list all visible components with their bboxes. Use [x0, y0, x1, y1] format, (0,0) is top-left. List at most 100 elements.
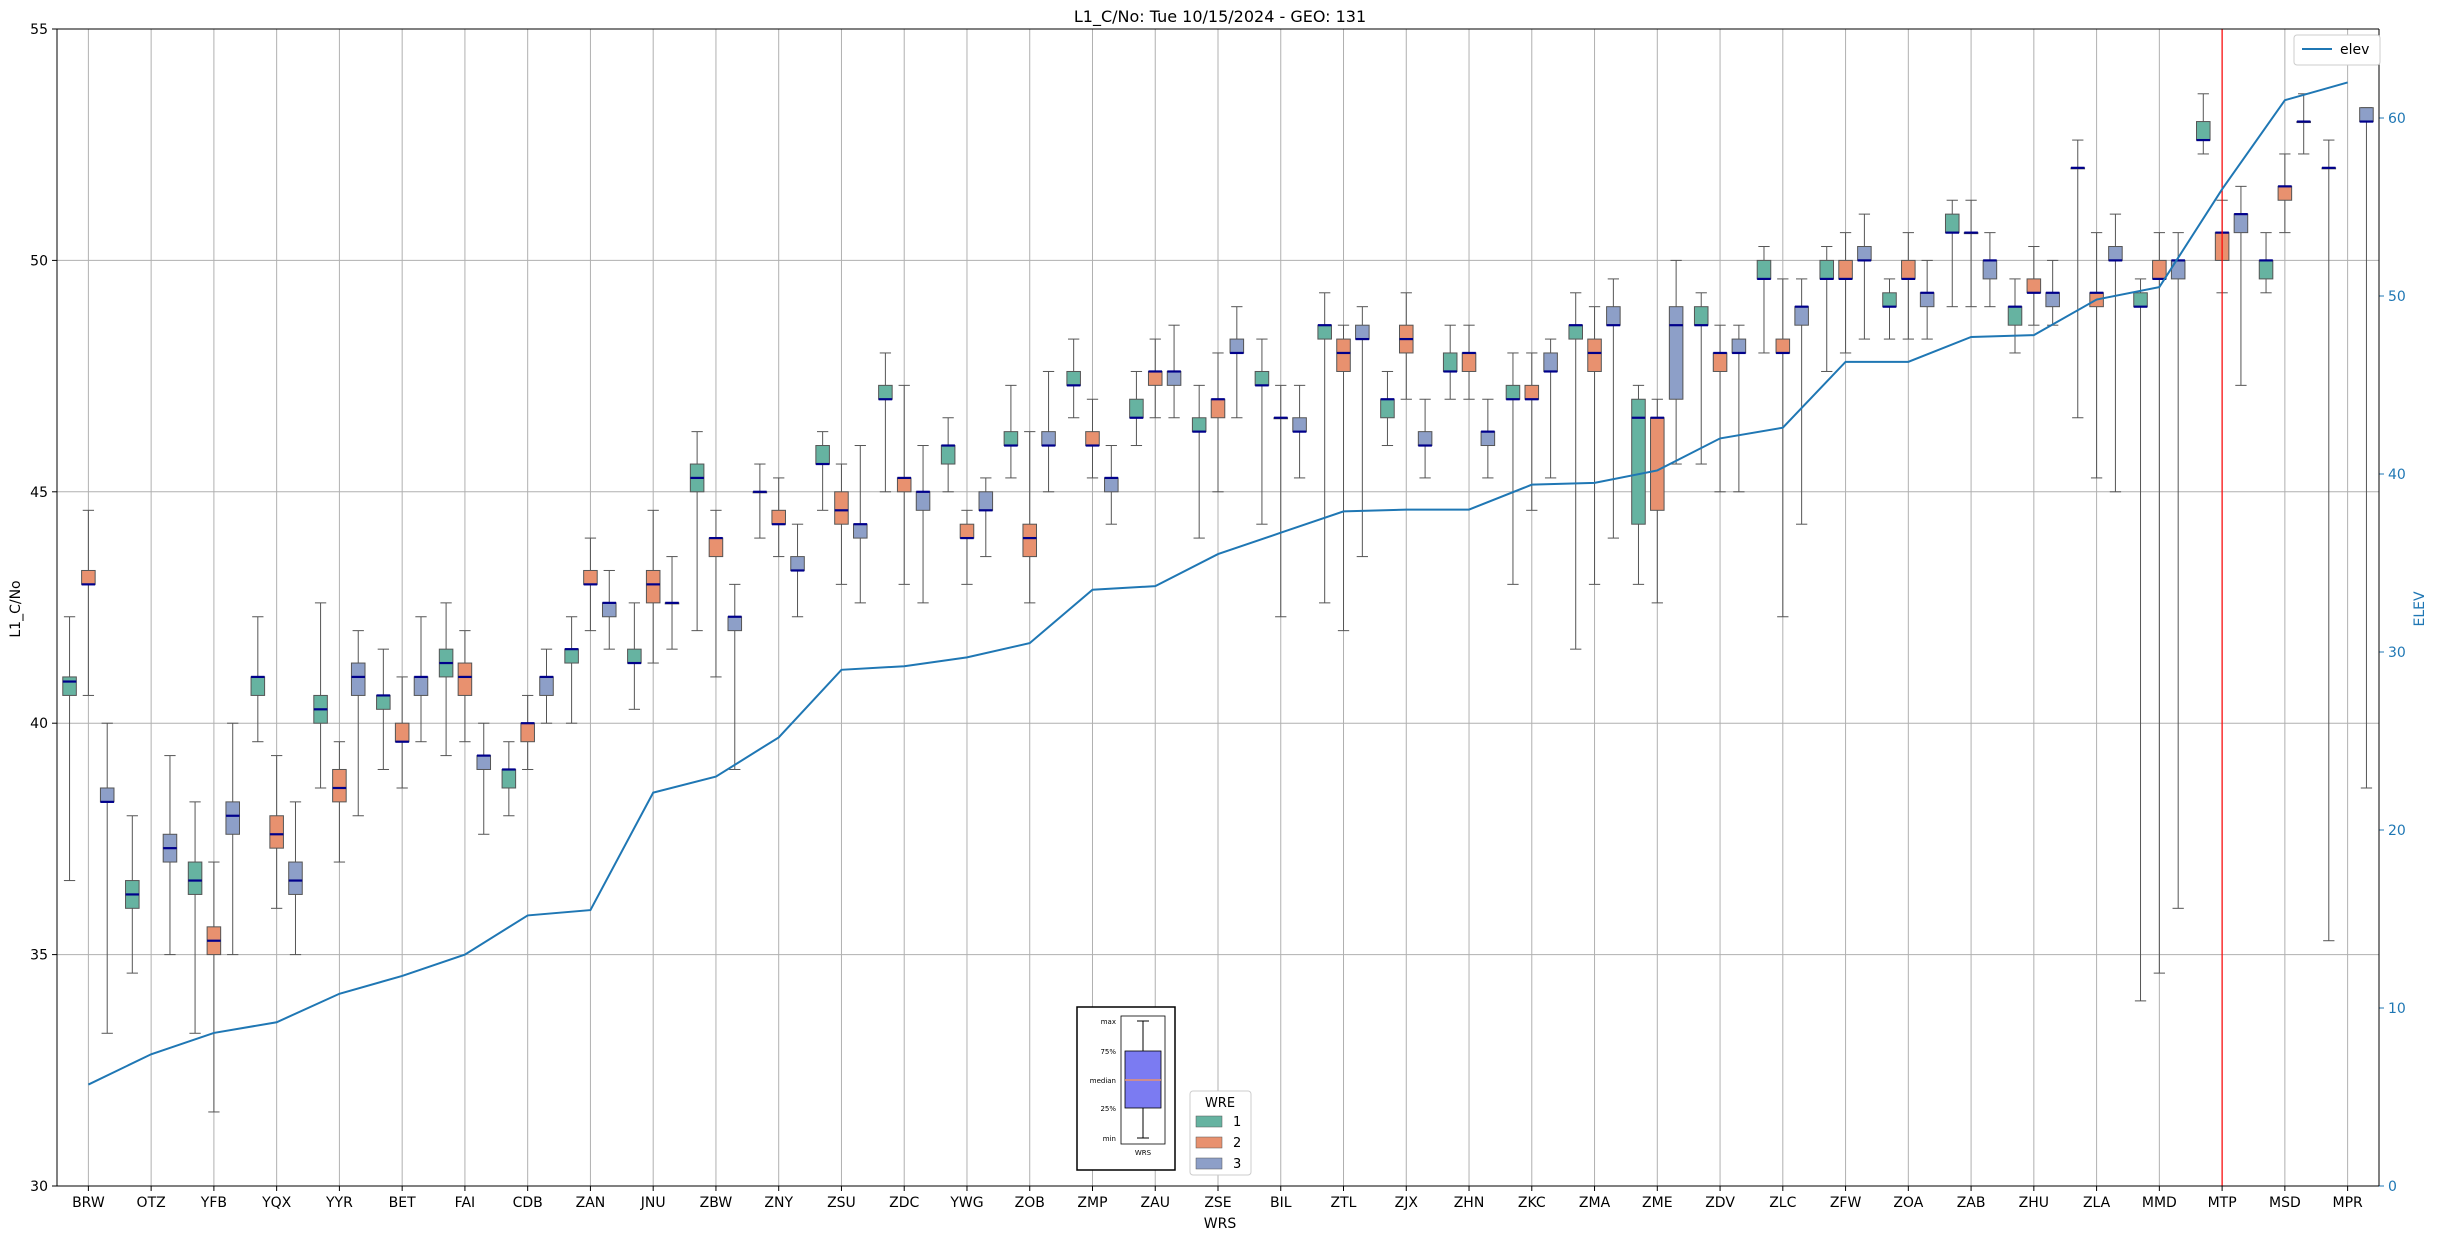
box-FAI-2: [457, 630, 473, 743]
box-iqr: [1292, 417, 1307, 433]
box-YWG-2: [959, 509, 975, 585]
box-ZMA-2: [1587, 306, 1602, 585]
box-ZDC-2: [896, 384, 912, 585]
x-tick-label: ZMA: [1579, 1195, 1611, 1211]
box-iqr: [288, 861, 303, 895]
box-iqr: [1336, 338, 1351, 372]
box-iqr: [394, 722, 410, 743]
box-iqr: [853, 523, 868, 539]
x-tick-label: BRW: [72, 1195, 105, 1211]
box-ZLA-2: [2089, 232, 2104, 479]
box-iqr: [978, 491, 994, 511]
x-tick-label: ZTL: [1331, 1195, 1357, 1211]
box-iqr: [1775, 338, 1791, 354]
box-MTP-1: [2196, 93, 2211, 155]
box-ZNY-3: [790, 523, 805, 618]
wre-legend-3: 3: [1233, 1157, 1241, 1172]
box-iqr: [2152, 259, 2167, 280]
box-iqr: [1041, 431, 1056, 447]
box-iqr: [1003, 431, 1019, 447]
key-label-median: median: [1090, 1077, 1116, 1085]
box-iqr: [645, 569, 661, 604]
x-tick-label: YFB: [200, 1195, 227, 1211]
box-ZSU-3: [853, 445, 868, 604]
box-ZSU-2: [834, 463, 849, 585]
box-layer: [62, 93, 2374, 1113]
box-iqr: [2258, 259, 2274, 280]
key-label-max: max: [1101, 1018, 1116, 1026]
box-iqr: [834, 491, 849, 525]
box-ZFW-2: [1838, 232, 1853, 354]
box-CDB-3: [539, 648, 554, 724]
box-ZAB-3: [1982, 232, 1998, 308]
box-ZTL-3: [1355, 306, 1370, 558]
box-BET-2: [394, 676, 410, 789]
box-YWG-3: [978, 477, 994, 558]
box-iqr: [1317, 324, 1332, 340]
box-iqr: [1022, 523, 1038, 558]
box-ZDC-3: [915, 445, 931, 604]
wre-legend: WRE 1 2 3: [1189, 1090, 1252, 1176]
box-iqr: [250, 676, 266, 696]
elev-line: [87, 81, 2348, 1086]
x-tick-label: ZHN: [1454, 1195, 1485, 1211]
box-MTP-3: [2233, 185, 2249, 386]
box-ZHN-2: [1461, 324, 1477, 400]
box-MMD-3: [2170, 232, 2186, 909]
box-ZOA-2: [1901, 232, 1916, 340]
box-FAI-1: [438, 602, 454, 757]
box-iqr: [99, 787, 115, 803]
box-iqr: [1944, 213, 1960, 234]
box-ZAB-2: [1963, 199, 1979, 308]
box-iqr: [564, 648, 579, 664]
x-tick-label: ZSE: [1204, 1195, 1231, 1211]
box-iqr: [1380, 398, 1395, 419]
box-iqr: [1794, 306, 1809, 326]
box-MPR-1: [2321, 139, 2337, 942]
box-iqr: [1631, 398, 1646, 525]
x-tick-label: ZDV: [1705, 1195, 1735, 1211]
elev-layer: [87, 29, 2348, 1186]
box-iqr: [1901, 259, 1916, 280]
box-MSD-2: [2277, 153, 2293, 234]
wre-legend-title: WRE: [1205, 1096, 1235, 1111]
box-ZDV-1: [1693, 292, 1709, 465]
box-MSD-3: [2296, 93, 2311, 155]
box-ZOB-1: [1003, 384, 1019, 479]
box-iqr: [771, 509, 786, 525]
box-iqr: [1229, 338, 1245, 354]
y-tick-label: 45: [30, 485, 48, 501]
box-ZAU-2: [1147, 338, 1163, 419]
box-ZAN-3: [601, 569, 617, 650]
x-tick-label: ZOB: [1015, 1195, 1045, 1211]
box-iqr: [815, 445, 830, 465]
box-ZAU-3: [1166, 324, 1182, 419]
box-iqr: [520, 722, 535, 743]
box-ZHN-3: [1480, 398, 1496, 479]
box-ZJX-1: [1380, 370, 1395, 447]
box-ZNY-1: [752, 463, 768, 539]
box-ZHU-2: [2026, 246, 2042, 326]
box-ZOA-1: [1882, 278, 1897, 340]
box-iqr: [2170, 259, 2186, 280]
box-ZFW-3: [1857, 213, 1872, 340]
box-iqr: [81, 569, 96, 585]
box-ZTL-2: [1336, 324, 1351, 632]
x-tick-label: BIL: [1270, 1195, 1292, 1211]
box-iqr: [1587, 338, 1602, 372]
x-tick-label: ZAB: [1957, 1195, 1986, 1211]
x-tick-label: BET: [389, 1195, 416, 1211]
key-label-min: min: [1103, 1135, 1116, 1143]
box-iqr: [457, 662, 473, 696]
box-iqr: [1731, 338, 1747, 354]
box-iqr: [376, 694, 391, 710]
x-tick-label: OTZ: [137, 1195, 166, 1211]
wre-swatch-3: [1195, 1157, 1223, 1170]
box-ZHU-1: [2007, 278, 2023, 354]
box-iqr: [601, 602, 617, 618]
box-ZMP-3: [1104, 445, 1119, 525]
box-YFB-1: [187, 801, 203, 1034]
box-iqr: [62, 676, 77, 696]
x-tick-label: ZAN: [576, 1195, 606, 1211]
